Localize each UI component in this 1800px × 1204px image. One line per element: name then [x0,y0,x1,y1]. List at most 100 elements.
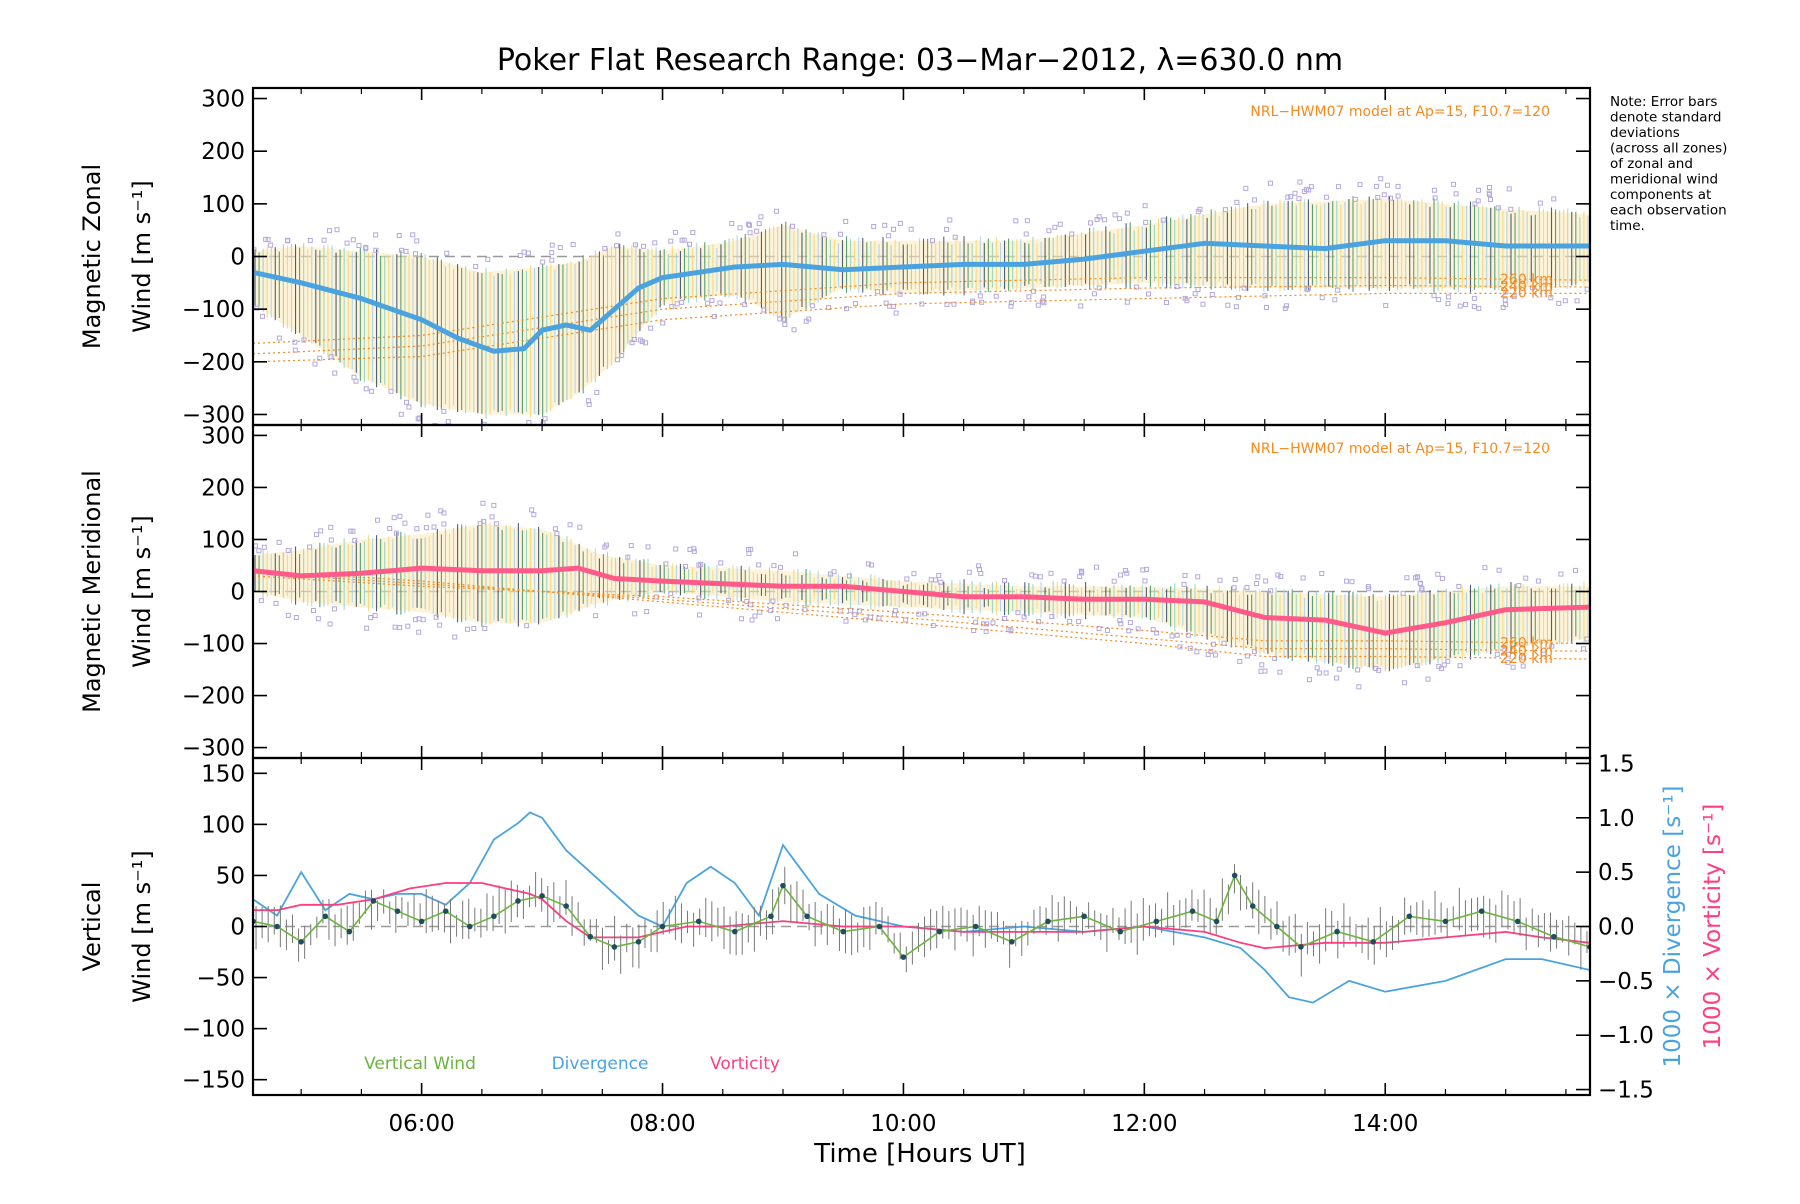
outlier-point [852,301,858,307]
outlier-point [1303,187,1309,193]
outlier-point [1112,212,1118,218]
outlier-point [843,218,849,224]
outlier-point [331,606,337,612]
outlier-point [1217,577,1223,583]
outlier-point [1008,300,1014,306]
vertical-wind-point [1406,913,1413,920]
y-tick-label: 200 [201,475,245,501]
outlier-point [1573,567,1579,573]
outlier-point [891,226,897,232]
outlier-point [1417,581,1423,587]
outlier-point [412,251,418,257]
outlier-point [726,597,732,603]
outlier-point [1277,669,1283,675]
outlier-point [433,614,439,620]
outlier-point [971,628,977,634]
right-y-tick-label: −0.5 [1598,969,1654,995]
outlier-point [1562,298,1568,304]
outlier-point [1142,203,1148,209]
outlier-point [792,551,798,557]
outlier-point [301,337,307,343]
outlier-point [928,577,934,583]
outlier-point [397,625,403,631]
outlier-point [1195,286,1201,292]
outlier-point [258,598,264,604]
outlier-point [1104,627,1110,633]
outlier-point [521,249,527,255]
outlier-point [1143,219,1149,225]
outlier-point [1508,206,1514,212]
outlier-point [705,300,711,306]
outlier-point [1076,619,1082,625]
outlier-point [292,347,298,353]
outlier-point [1471,295,1477,301]
outlier-point [1262,293,1268,299]
outlier-point [542,416,548,422]
outlier-point [1344,578,1350,584]
outlier-point [471,626,477,632]
outlier-point [420,617,426,623]
outlier-point [373,247,379,253]
model-alt-label: 260 km [1500,272,1553,288]
outlier-point [375,517,381,523]
outlier-point [644,609,650,615]
y-tick-label: −200 [182,684,245,710]
outlier-point [1523,575,1529,581]
outlier-point [791,327,797,333]
outlier-point [1352,196,1358,202]
outlier-point [1263,304,1269,310]
outlier-point [388,388,394,394]
outlier-point [273,600,279,606]
outlier-point [540,259,546,265]
outlier-point [1235,294,1241,300]
outlier-point [1232,577,1238,583]
outlier-point [1445,301,1451,307]
panel-zonal: NRL−HWM07 model at Ap=15, F10.7=120 260 k… [78,87,1592,428]
outlier-point [314,532,320,538]
outlier-point [549,257,555,263]
outlier-point [414,238,420,244]
plot-area [253,811,1590,1004]
outlier-point [1187,645,1193,651]
outlier-point [843,618,849,624]
vertical-wind-line [253,873,1590,959]
outlier-point [1457,303,1463,309]
outlier-point [1096,214,1102,220]
legend-entry: Vertical Wind [364,1054,476,1074]
outlier-point [369,388,375,394]
outlier-point [1541,651,1547,657]
outlier-point [1383,302,1389,308]
outlier-point [1015,610,1021,616]
outlier-point [315,616,321,622]
x-tick-label: 10:00 [870,1111,936,1137]
outlier-point [1494,651,1500,657]
vertical-wind-point [635,939,642,945]
outlier-point [1126,628,1132,634]
outlier-point [768,607,774,613]
y-axis-label-line2: Wind [m s⁻¹] [128,515,156,667]
outlier-point [593,613,599,619]
outlier-point [441,510,447,516]
outlier-point [868,562,874,568]
outlier-point [1456,583,1462,589]
outlier-point [403,248,409,254]
outlier-point [1476,187,1482,193]
outlier-point [717,300,723,306]
outlier-point [1323,194,1329,200]
outlier-point [1435,571,1441,577]
outlier-point [844,306,850,312]
outlier-point [552,526,558,532]
outlier-point [1378,176,1384,182]
vertical-wind-point [876,923,883,930]
outlier-point [1030,288,1036,294]
outlier-point [809,303,815,309]
outlier-point [489,514,495,520]
outlier-point [1472,201,1478,207]
vertical-wind-point [695,918,702,925]
vertical-wind-point [1213,918,1220,925]
outlier-point [952,234,958,240]
outlier-point [1505,659,1511,665]
outlier-point [524,623,530,629]
